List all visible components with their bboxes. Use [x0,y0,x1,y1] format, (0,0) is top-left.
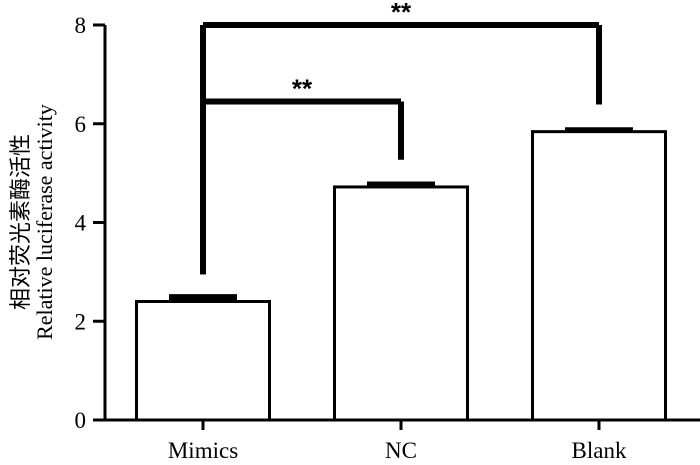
x-category-label: Mimics [168,438,238,463]
y-axis-title: 相对荧光素酶活性 Relative luciferase activity [8,104,57,340]
x-category-label: Blank [572,438,627,463]
error-band [367,183,435,187]
y-tick-label: 2 [75,309,87,334]
bar-blank [531,130,667,422]
y-tick-label: 6 [75,112,87,137]
bar-mimics [135,300,271,422]
y-tick-label: 4 [75,211,87,236]
significance-label: ** [391,0,412,27]
x-category-label: NC [385,438,417,463]
significance-label: ** [292,74,313,104]
y-tick-label: 0 [75,408,87,433]
error-band [565,128,633,132]
y-axis-title-en: Relative luciferase activity [32,104,57,340]
y-axis-title-cn: 相对荧光素酶活性 [8,134,33,310]
plot-area: 0 2 4 6 8 Mimics NC Blank ** ** [75,0,700,463]
y-tick-label: 8 [75,13,87,38]
error-band [169,295,237,302]
bar-nc [333,185,469,422]
